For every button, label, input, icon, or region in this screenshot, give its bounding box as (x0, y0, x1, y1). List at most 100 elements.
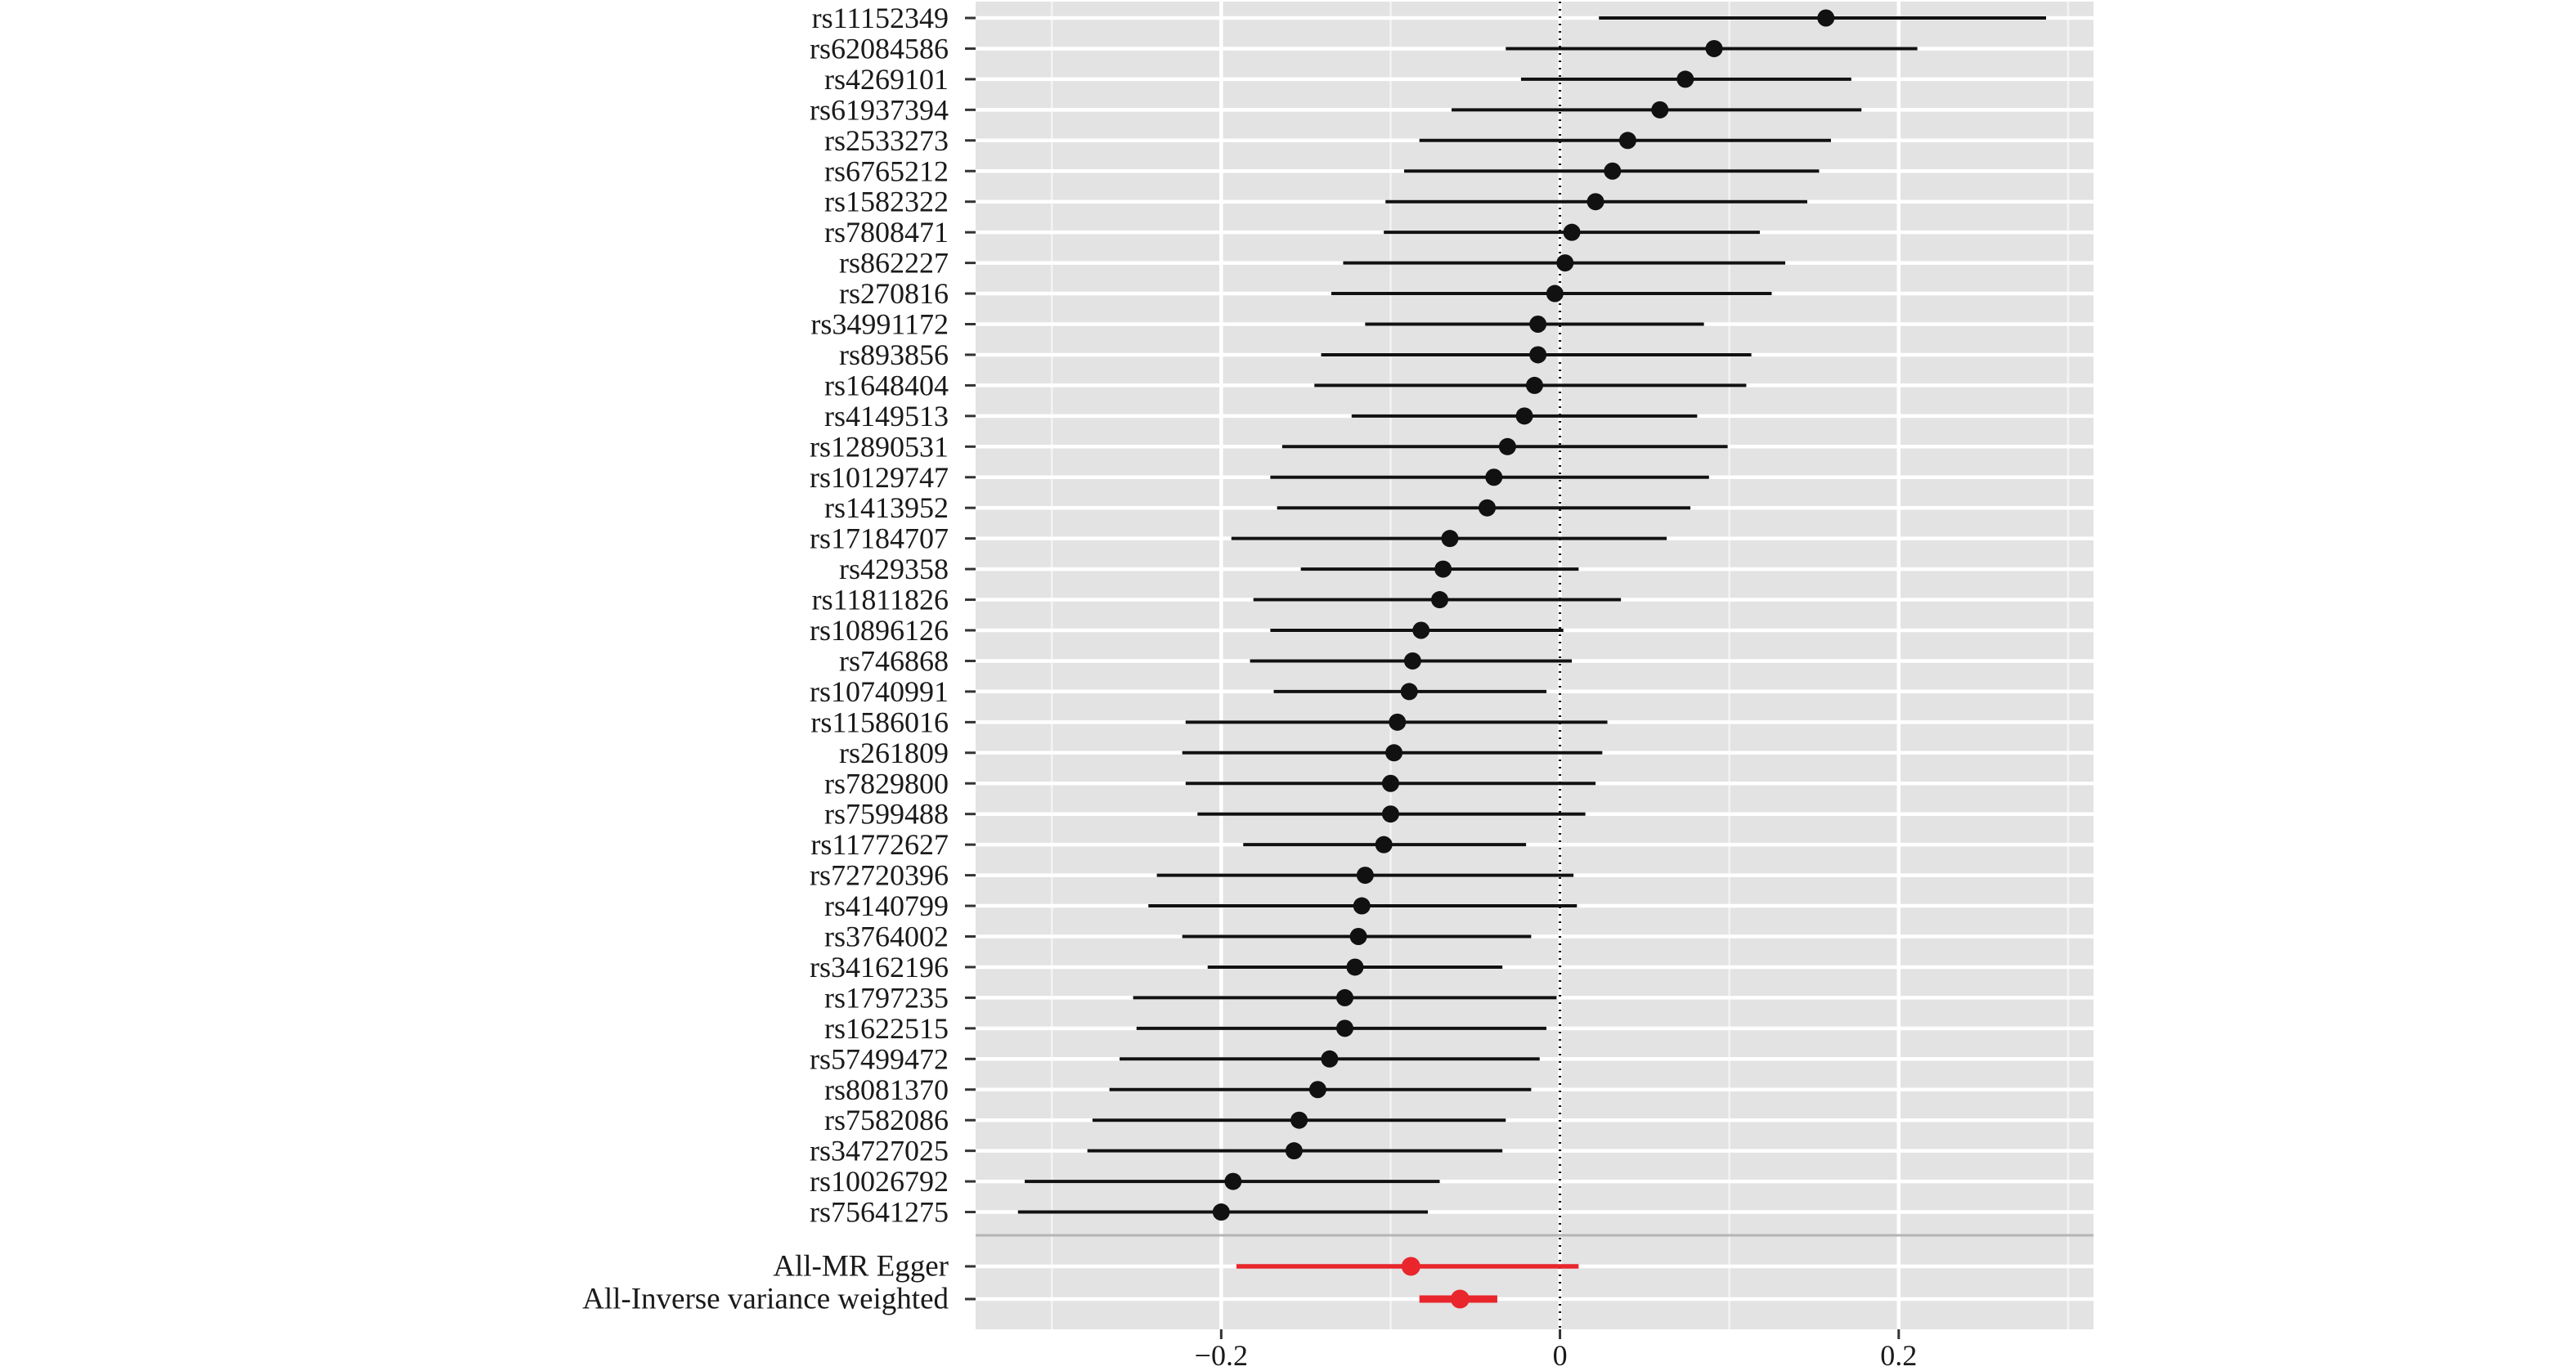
snp-label: rs261809 (839, 737, 949, 769)
snp-label: rs7582086 (824, 1104, 949, 1136)
snp-label: rs11586016 (810, 706, 949, 738)
point-estimate (1403, 652, 1421, 670)
point-estimate (1434, 560, 1452, 578)
snp-row-mark (1270, 621, 1564, 639)
snp-label: rs7808471 (824, 216, 949, 249)
x-axis: −0.2 0 0.2 (1195, 1329, 1917, 1371)
snp-label: rs2533273 (824, 124, 949, 157)
point-estimate (1618, 132, 1636, 150)
snp-label: rs6765212 (824, 155, 949, 187)
point-estimate (1485, 468, 1503, 486)
point-estimate (1817, 9, 1835, 27)
point-estimate (1321, 1050, 1339, 1068)
x-tick-label: −0.2 (1195, 1339, 1248, 1371)
point-estimate (1526, 376, 1543, 394)
snp-row-mark (1365, 316, 1704, 333)
snp-label: rs17184707 (810, 522, 949, 555)
snp-label: rs75641275 (810, 1196, 949, 1229)
snp-label: rs10740991 (810, 675, 949, 708)
snp-row-mark (1182, 928, 1532, 945)
snp-estimates (1017, 9, 2047, 1221)
snp-label: rs62084586 (810, 32, 949, 65)
snp-row-mark (1599, 9, 2047, 27)
snp-row-mark (1197, 805, 1586, 823)
snp-row-mark (1300, 560, 1579, 578)
snp-row-mark (1385, 193, 1807, 211)
point-estimate (1563, 223, 1581, 241)
point-estimate (1285, 1142, 1303, 1160)
point-estimate (1529, 316, 1547, 333)
snp-row-mark (1109, 1081, 1532, 1099)
point-estimate (1224, 1172, 1242, 1190)
snp-row-mark (1253, 591, 1622, 609)
x-tick-label: 0.2 (1880, 1339, 1917, 1371)
snp-label: rs34991172 (810, 308, 949, 341)
snp-label: rs12890531 (810, 430, 949, 463)
summary-label: All-Inverse variance weighted (582, 1283, 949, 1316)
snp-label: rs1797235 (824, 981, 949, 1014)
snp-row-mark (1250, 652, 1573, 670)
snp-row-mark (1185, 774, 1596, 792)
point-estimate (1498, 437, 1516, 455)
point-estimate (1385, 744, 1403, 762)
point-estimate (1441, 530, 1459, 548)
snp-label: rs1622515 (824, 1012, 949, 1045)
plot-panel-background (976, 2, 2094, 1329)
point-estimate (1290, 1111, 1308, 1129)
snp-label: rs893856 (839, 338, 949, 371)
snp-row-mark (1404, 162, 1820, 180)
summary-estimates (1236, 1257, 1579, 1309)
point-estimate (1651, 101, 1669, 119)
snp-label: rs11772627 (810, 828, 949, 861)
x-tick-label: 0 (1553, 1339, 1568, 1371)
summary-point-estimate (1450, 1289, 1470, 1309)
point-estimate (1346, 958, 1364, 976)
snp-label: rs746868 (839, 644, 949, 677)
snp-row-mark (1120, 1050, 1540, 1068)
snp-label: rs11152349 (812, 2, 949, 34)
snp-label: rs3764002 (824, 921, 949, 953)
point-estimate (1381, 805, 1399, 823)
snp-row-mark (1136, 1019, 1546, 1037)
snp-row-mark (1277, 499, 1691, 517)
snp-row-mark (1331, 285, 1772, 302)
snp-label: rs72720396 (810, 859, 949, 892)
snp-label: rs1582322 (824, 186, 949, 218)
point-estimate (1546, 285, 1564, 302)
snp-label: rs34727025 (810, 1135, 949, 1167)
point-estimate (1349, 928, 1367, 945)
snp-label: rs862227 (839, 247, 949, 280)
snp-row-mark (1419, 132, 1831, 150)
snp-row-mark (1384, 223, 1760, 241)
point-estimate (1412, 621, 1430, 639)
snp-row-mark (1185, 713, 1608, 731)
point-estimate (1389, 713, 1407, 731)
point-estimate (1400, 683, 1418, 701)
snp-row-mark (1025, 1172, 1440, 1190)
snp-label: rs4269101 (824, 63, 949, 96)
snp-label: rs34162196 (810, 951, 949, 983)
point-estimate (1556, 254, 1574, 272)
snp-row-mark (1133, 988, 1557, 1006)
snp-label: rs10896126 (810, 614, 949, 647)
snp-row-mark (1087, 1142, 1503, 1160)
snp-label: rs1413952 (824, 491, 949, 524)
snp-label: rs7829800 (824, 767, 949, 800)
point-estimate (1705, 39, 1723, 57)
point-estimate (1308, 1081, 1326, 1099)
snp-row-mark (1148, 897, 1577, 915)
snp-row-mark (1314, 376, 1747, 394)
snp-label: rs1648404 (824, 369, 949, 401)
snp-row-mark (1231, 530, 1667, 548)
snp-row-mark (1243, 836, 1527, 854)
point-estimate (1375, 836, 1393, 854)
snp-label: rs4140799 (824, 889, 949, 922)
snp-row-mark (1207, 958, 1503, 976)
point-estimate (1381, 774, 1399, 792)
point-estimate (1356, 867, 1374, 885)
point-estimate (1515, 407, 1533, 425)
snp-row-mark (1182, 744, 1603, 762)
point-estimate (1336, 988, 1354, 1006)
snp-label: rs4149513 (824, 400, 949, 432)
point-estimate (1604, 162, 1622, 180)
